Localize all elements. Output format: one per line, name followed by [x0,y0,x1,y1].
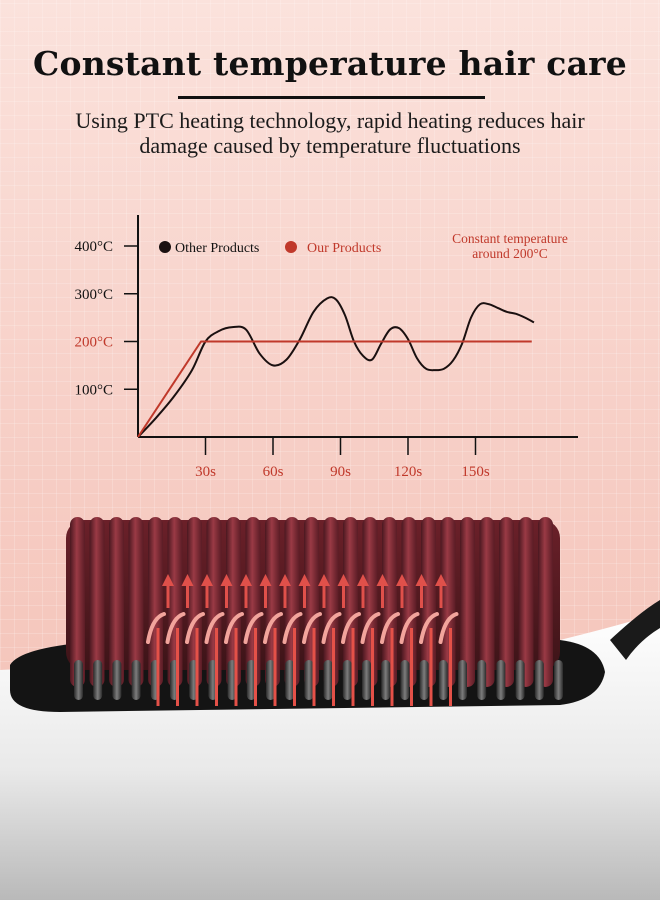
x-tick-label: 30s [195,464,216,480]
y-tick-label: 400°C [74,239,113,255]
x-tick-label: 90s [330,464,351,480]
warm-wave [321,612,342,644]
comb-tooth [460,517,475,687]
heat-arrow-head [396,574,408,586]
warm-wave [204,612,225,644]
warm-wave [399,612,420,644]
y-ticks: 100°C 200°C 300°C 400°C [74,239,138,398]
warm-wave [165,612,186,644]
heat-arrow-head [415,574,428,586]
warm-wave [341,612,361,644]
bristle-pin [554,660,563,700]
heat-arrow-head [279,574,291,586]
bristle-pin [458,660,467,700]
heat-arrow-head [298,574,311,586]
comb-tooth [89,517,105,687]
bristle-pin [285,660,295,700]
title-underline [178,96,485,99]
warm-wave [282,612,303,644]
comb-tooth [538,517,553,687]
heat-arrow-head [201,574,213,586]
x-tick-label: 120s [394,464,423,480]
y-tick-label: 200°C [74,335,113,351]
warm-wave [302,612,322,644]
temperature-chart: 100°C 200°C 300°C 400°C 30s 60s 90s 120s 150s O… [74,215,578,480]
bristle-pin [534,660,544,700]
bristle-pin [246,660,256,700]
comb-tooth [518,517,534,687]
series-lines [137,296,535,438]
hair-brush-illustration [0,517,660,900]
chart-legend: Other Products Our Products [159,241,381,256]
y-tick-label: 300°C [74,287,113,303]
annotation-line-1: Constant temperature [452,231,568,246]
bristle-pin [112,660,122,700]
bristle-pin [496,660,506,700]
warm-wave [419,612,439,644]
heat-arrow-head [259,574,272,586]
legend-label-ours: Our Products [307,241,381,256]
heat-arrow-head [357,574,369,586]
legend-marker-other [159,241,171,253]
heat-arrow-head [181,574,194,586]
warm-wave [360,612,381,644]
bristle-pin [74,660,83,700]
comb-tooth [479,517,495,687]
legend-label-other: Other Products [175,241,259,256]
y-tick-label: 100°C [74,382,113,398]
warm-wave [263,612,283,644]
comb-tooth [70,517,85,687]
warm-wave [243,612,264,644]
bristle-pin [266,660,275,700]
bristle-pin [342,660,352,700]
bristle-pin [93,660,103,700]
heat-arrow-head [240,574,252,586]
page-title: Constant temperature hair care [33,44,627,83]
annotation-line-2: around 200°C [472,246,548,261]
legend-marker-ours [285,241,297,253]
heat-arrow-head [220,574,233,586]
x-tick-label: 60s [263,464,284,480]
bristle-pin [419,660,429,700]
series-line-other-products [137,296,535,438]
bristle-pin [438,660,448,700]
heat-arrows [146,574,459,706]
page-subtitle: Using PTC heating technology, rapid heat… [20,108,640,158]
warm-wave [380,612,400,644]
heat-arrow-head [376,574,389,586]
bristle-pin [515,660,525,700]
subtitle-line-1: Using PTC heating technology, rapid heat… [75,108,585,133]
bristle-pin [381,660,391,700]
bristle-pin [304,660,314,700]
warm-wave [224,612,244,644]
comb-tooth [109,517,124,687]
x-ticks: 30s 60s 90s 120s 150s [195,437,490,480]
warm-wave [438,612,459,644]
chart-axes [137,215,578,438]
bristle-pin [477,660,487,700]
bristle-pin [362,660,371,700]
bristle-pin [400,660,410,700]
brush-handle-tip [610,600,660,660]
comb-tooth [499,517,514,687]
x-tick-label: 150s [461,464,490,480]
bristle-pin [131,660,141,700]
heat-arrow-head [435,574,447,586]
comb-tooth [128,517,144,687]
warm-wave [185,612,205,644]
series-line-our-products [137,340,532,438]
heat-arrow-head [318,574,330,586]
bristle-pin [323,660,333,700]
heat-arrow-head [162,574,174,586]
warm-wave [146,612,166,644]
bristle-pin [227,660,237,700]
heat-arrow-head [337,574,350,586]
subtitle-line-2: damage caused by temperature fluctuation… [139,133,521,158]
